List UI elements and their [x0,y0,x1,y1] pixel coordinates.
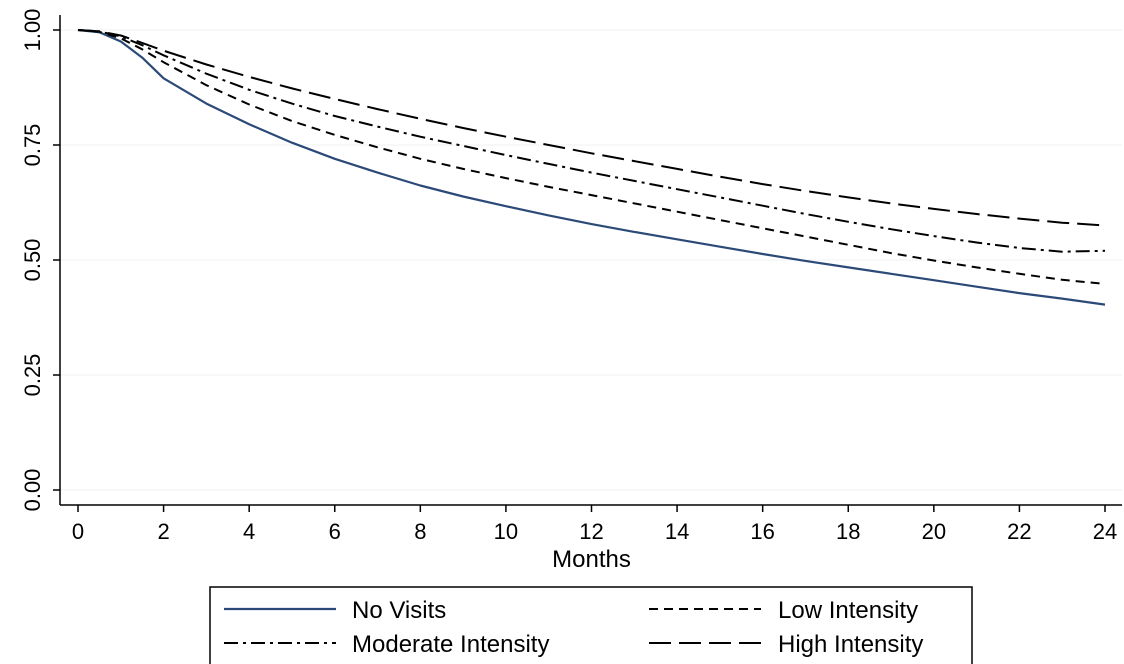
y-tick-label: 0.00 [20,469,45,512]
y-tick-label: 0.75 [20,124,45,167]
x-tick-label: 8 [414,519,426,544]
legend-label: Low Intensity [778,597,918,624]
x-tick-label: 20 [922,519,946,544]
series-line-moderate-intensity [78,30,1105,252]
x-tick-label: 0 [72,519,84,544]
y-tick-label: 0.50 [20,239,45,282]
x-tick-label: 22 [1007,519,1031,544]
legend-label: Moderate Intensity [352,631,549,658]
x-axis-title: Months [552,546,631,573]
series-lines [78,30,1105,305]
gridlines [60,30,1122,490]
legend-label: No Visits [352,597,446,624]
axes: 0.000.250.500.751.000 2 4 6 8 10 12 14 16 18 20 22 2… [20,9,1122,544]
x-tick-label: 24 [1093,519,1117,544]
legend: No Visits Low Intensity Moderate Intensity… [210,587,972,664]
y-tick-label: 0.25 [20,354,45,397]
x-tick-label: 16 [750,519,774,544]
y-tick-label: 1.00 [20,9,45,52]
x-tick-label: 2 [157,519,169,544]
x-tick-label: 4 [243,519,255,544]
series-line-high-intensity [78,30,1105,226]
x-tick-label: 14 [665,519,689,544]
legend-label: High Intensity [778,631,923,658]
x-tick-label: 6 [329,519,341,544]
x-tick-label: 10 [494,519,518,544]
x-tick-label: 12 [579,519,603,544]
x-tick-label: 18 [836,519,860,544]
series-line-low-intensity [78,30,1105,284]
